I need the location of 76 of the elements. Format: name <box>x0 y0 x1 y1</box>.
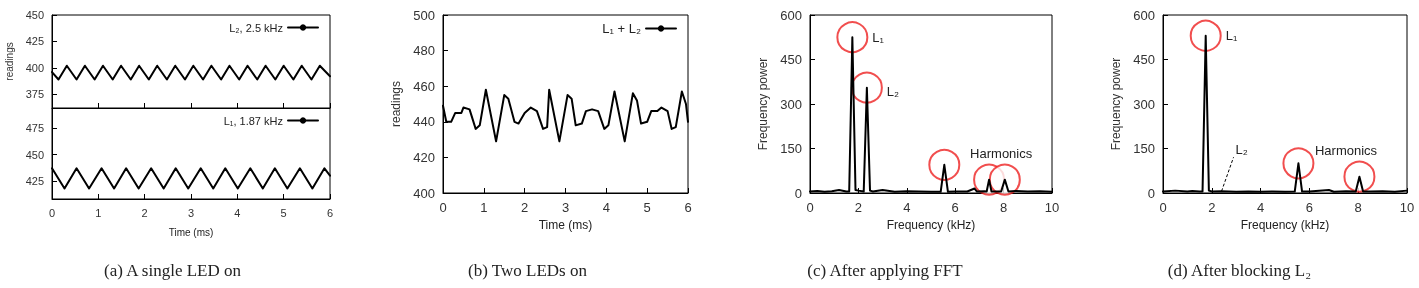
x-tick-label: 10 <box>1399 200 1415 215</box>
y-tick-label: 375 <box>25 88 44 101</box>
point <box>1282 147 1315 180</box>
x-tick-label: 4 <box>602 200 610 215</box>
x-tick-label: 1 <box>95 206 102 219</box>
annotation: Harmonics <box>1314 142 1378 158</box>
x-tick-label: 2 <box>854 200 863 215</box>
text: (c) After applying FFT <box>807 261 964 280</box>
legend-label: L₁, 1.87 kHz <box>223 114 283 127</box>
y-axis-title: Frequency power <box>756 57 771 151</box>
y-tick-label: 400 <box>413 185 435 201</box>
y-axis-title: readings <box>389 80 404 128</box>
y-tick-label: 450 <box>1133 52 1155 67</box>
y-tick-label: 450 <box>25 9 44 21</box>
point <box>928 148 961 181</box>
text: (a) A single LED on <box>104 261 242 280</box>
text: (b) Two LEDs on <box>468 261 588 280</box>
x-tick-label: 0 <box>48 206 56 219</box>
x-tick-label: 2 <box>1208 200 1216 215</box>
x-tick-label: 6 <box>951 200 959 215</box>
y-axis-title: readings <box>4 42 16 81</box>
legend-label: L₁ + L₂ <box>602 21 641 36</box>
x-tick-label: 4 <box>903 200 911 215</box>
y-tick-label: 0 <box>794 185 802 201</box>
x-tick-label: 0 <box>439 200 447 215</box>
x-axis-title: Time (ms) <box>538 218 593 232</box>
y-tick-label: 450 <box>780 52 802 67</box>
y-tick-label: 400 <box>25 61 44 74</box>
x-tick-label: 5 <box>643 200 651 215</box>
x-tick-label: 6 <box>1305 200 1314 215</box>
annotation: L₁ <box>1225 28 1238 44</box>
x-axis-title: Frequency (kHz) <box>1240 218 1330 232</box>
x-tick-label: 8 <box>999 200 1008 215</box>
x-tick-label: 2 <box>521 200 529 215</box>
point <box>1189 19 1222 52</box>
y-tick-label: 480 <box>413 43 435 59</box>
x-tick-label: 5 <box>280 206 287 219</box>
y-tick-label: 500 <box>413 7 435 23</box>
y-tick-label: 475 <box>25 122 44 135</box>
x-tick-label: 6 <box>684 200 692 215</box>
point <box>1343 160 1376 193</box>
y-tick-label: 150 <box>1133 141 1155 156</box>
y-tick-label: 300 <box>1133 96 1155 112</box>
x-tick-label: 2 <box>141 206 148 219</box>
y-tick-label: 440 <box>413 114 435 130</box>
x-tick-label: 0 <box>1159 200 1167 215</box>
x-tick-label: 8 <box>1354 200 1362 215</box>
x-axis-title: Time (ms) <box>168 226 214 238</box>
annotation: L₂ <box>1235 141 1248 157</box>
y-tick-label: 0 <box>1147 185 1155 201</box>
x-tick-label: 0 <box>806 200 814 215</box>
x-tick-label: 1 <box>480 200 488 215</box>
y-tick-label: 460 <box>413 78 435 94</box>
legend-label: L₂, 2.5 kHz <box>229 21 283 34</box>
y-tick-label: 425 <box>25 175 44 188</box>
y-tick-label: 150 <box>780 141 802 156</box>
annotation: L₂ <box>886 84 900 100</box>
text: (d) After blocking L₂ <box>1167 261 1312 280</box>
x-tick-label: 3 <box>187 206 195 219</box>
y-axis-title: Frequency power <box>1109 57 1124 151</box>
x-tick-label: 4 <box>234 206 241 219</box>
y-tick-label: 600 <box>1133 7 1155 23</box>
y-tick-label: 600 <box>780 7 802 23</box>
y-tick-label: 450 <box>25 148 44 161</box>
x-tick-label: 4 <box>1256 200 1265 215</box>
x-tick-label: 3 <box>561 200 570 215</box>
y-tick-label: 425 <box>25 35 44 48</box>
annotation: Harmonics <box>970 146 1033 162</box>
point <box>850 71 883 104</box>
y-tick-label: 300 <box>780 96 802 112</box>
x-axis-title: Frequency (kHz) <box>886 218 976 232</box>
y-tick-label: 420 <box>413 149 435 165</box>
x-tick-label: 6 <box>326 206 334 219</box>
annotation: L₁ <box>872 29 885 45</box>
point <box>836 21 869 54</box>
x-tick-label: 10 <box>1044 200 1060 215</box>
